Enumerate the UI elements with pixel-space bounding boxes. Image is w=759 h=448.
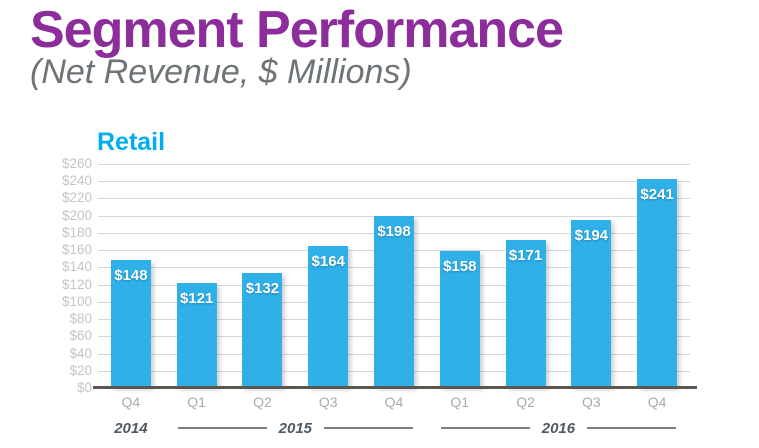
bar-value-label: $171 <box>508 246 543 264</box>
year-group: 2015 <box>164 417 427 439</box>
year-line <box>324 427 413 429</box>
page-subtitle: (Net Revenue, $ Millions) <box>30 53 412 91</box>
bar-value-label: $148 <box>114 266 148 284</box>
x-tick-label: Q3 <box>318 394 338 410</box>
bar: $241 <box>637 179 678 387</box>
y-tick-label: $220 <box>61 190 92 206</box>
y-tick-label: $0 <box>76 380 92 395</box>
x-tick-label: Q2 <box>516 394 535 410</box>
y-tick-label: $180 <box>61 224 92 240</box>
gridline <box>98 164 690 165</box>
year-line <box>440 427 530 429</box>
x-tick-label: Q4 <box>647 394 667 410</box>
year-label: 2016 <box>541 419 576 437</box>
gridline <box>98 215 690 217</box>
plot-area: $148 $121 $132 $164 $198 $158 $171 $194 $241 <box>93 164 697 389</box>
y-tick-label: $160 <box>61 242 92 258</box>
x-tick-label: Q1 <box>187 394 206 410</box>
x-tick-label: Q4 <box>121 394 141 410</box>
y-tick-label: $60 <box>69 328 92 344</box>
x-tick-label: Q3 <box>581 394 601 410</box>
year-group: 2016 <box>427 417 690 439</box>
year-line <box>177 427 267 429</box>
bar-value-label: $194 <box>574 226 609 244</box>
y-tick-label: $100 <box>61 293 92 309</box>
y-tick-label: $120 <box>61 276 92 292</box>
bar-value-label: $198 <box>377 223 411 241</box>
bar: $132 <box>242 273 283 387</box>
bar: $121 <box>176 282 217 387</box>
bar: $158 <box>439 250 480 387</box>
x-tick-label: Q2 <box>253 394 272 410</box>
year-groups: 2014 2015 2016 <box>98 417 690 439</box>
bar-value-label: $132 <box>245 280 280 298</box>
year-label: 2014 <box>114 419 148 437</box>
bar: $164 <box>308 245 349 387</box>
y-tick-label: $200 <box>61 207 92 223</box>
bar: $198 <box>374 216 414 387</box>
gridline <box>98 181 690 183</box>
gridline <box>98 198 690 200</box>
year-line <box>587 427 676 429</box>
year-label: 2015 <box>278 419 313 437</box>
bar-value-label: $241 <box>640 186 674 204</box>
chart-title: Retail <box>97 128 166 156</box>
x-axis-line <box>93 386 697 389</box>
x-tick-label: Q1 <box>450 394 470 410</box>
bar: $171 <box>505 239 546 387</box>
bar: $194 <box>571 219 612 387</box>
bar-value-label: $164 <box>311 252 345 270</box>
x-tick-label: Q4 <box>384 394 404 410</box>
y-tick-label: $140 <box>61 259 92 275</box>
y-tick-label: $40 <box>69 345 92 361</box>
bar-value-label: $158 <box>443 257 477 275</box>
x-axis-labels: Q4 Q1 Q2 Q3 Q4 Q1 Q2 Q3 Q4 <box>98 394 690 412</box>
y-tick-label: $260 <box>61 156 92 171</box>
bar-value-label: $121 <box>179 289 214 307</box>
year-group: 2014 <box>98 417 164 439</box>
y-tick-label: $80 <box>69 311 92 327</box>
y-axis-labels: $260 $240 $220 $200 $180 $160 $140 $120 $100 $80 $… <box>30 156 92 395</box>
page-title: Segment Performance <box>30 1 564 59</box>
y-tick-label: $20 <box>69 362 92 378</box>
bar: $148 <box>110 259 151 387</box>
y-tick-label: $240 <box>61 173 92 189</box>
